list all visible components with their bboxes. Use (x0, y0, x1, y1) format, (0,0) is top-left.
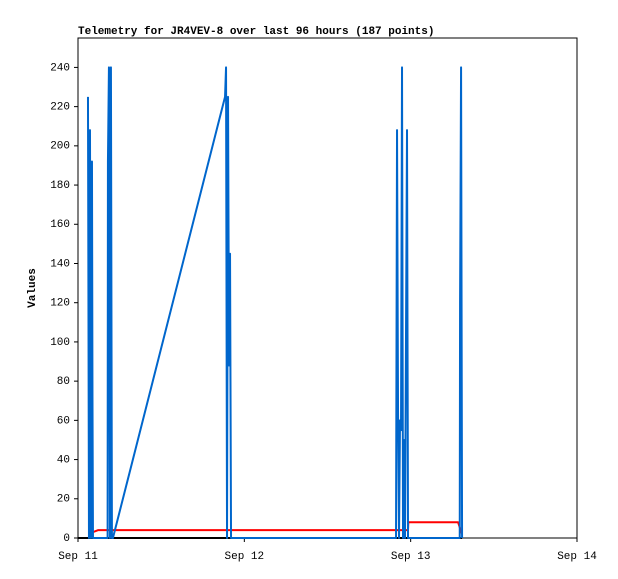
x-tick-label: Sep 14 (557, 551, 597, 563)
y-tick-label: 200 (50, 141, 70, 153)
y-tick-label: 240 (50, 62, 70, 74)
y-tick-label: 160 (50, 219, 70, 231)
y-tick-label: 0 (63, 533, 70, 545)
y-tick-label: 20 (57, 494, 70, 506)
y-tick-label: 60 (57, 415, 70, 427)
y-axis-label: Values (27, 268, 39, 308)
x-tick-label: Sep 12 (225, 551, 265, 563)
y-tick-label: 140 (50, 258, 70, 270)
y-tick-label: 100 (50, 337, 70, 349)
chart-title: Telemetry for JR4VEV-8 over last 96 hour… (78, 26, 434, 38)
y-tick-label: 220 (50, 102, 70, 114)
x-tick-label: Sep 13 (391, 551, 431, 563)
y-tick-label: 80 (57, 376, 70, 388)
y-tick-label: 40 (57, 454, 70, 466)
y-tick-label: 180 (50, 180, 70, 192)
series-line (86, 66, 464, 539)
y-tick-label: 120 (50, 298, 70, 310)
x-tick-label: Sep 11 (58, 551, 98, 563)
